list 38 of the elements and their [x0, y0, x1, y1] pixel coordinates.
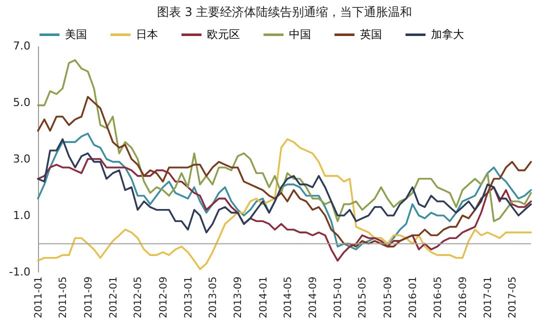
line-series	[37, 138, 532, 234]
x-tick-label: 2012-09	[158, 276, 170, 318]
x-tick-label: 2017-05	[508, 276, 519, 318]
legend-label: 欧元区	[207, 28, 240, 41]
legend-label: 日本	[136, 28, 158, 41]
legend-label: 加拿大	[431, 28, 464, 41]
x-tick-label: 2014-05	[282, 276, 294, 318]
line-series	[37, 138, 532, 270]
x-tick-label: 2013-05	[208, 276, 220, 318]
x-tick-label: 2011-09	[83, 276, 94, 318]
x-tick-label: 2011-01	[34, 276, 44, 318]
x-tick-label: 2014-01	[258, 276, 270, 318]
x-tick-label: 2016-01	[408, 276, 419, 318]
x-tick-label: 2015-05	[358, 276, 369, 318]
line-series	[37, 132, 532, 250]
x-tick-label: 2017-01	[483, 276, 494, 318]
x-tick-label: 2016-09	[458, 276, 470, 318]
x-tick-label: 2012-05	[133, 276, 144, 318]
line-series	[37, 59, 532, 222]
chart-title: 图表 3 主要经济体陆续告别通缩，当下通胀温和	[156, 5, 412, 19]
x-tick-label: 2016-05	[432, 276, 444, 318]
legend-label: 美国	[65, 28, 87, 41]
x-tick-label: 2015-01	[333, 276, 344, 318]
line-series	[37, 96, 532, 248]
y-tick-label: 7.0	[13, 40, 30, 52]
x-tick-label: 2011-05	[58, 276, 70, 318]
x-tick-label: 2014-09	[308, 276, 320, 318]
line-series	[37, 158, 532, 262]
y-tick-label: 5.0	[13, 96, 30, 109]
y-tick-label: 1.0	[13, 209, 30, 222]
y-tick-label: 3.0	[13, 152, 30, 166]
legend-label: 中国	[289, 28, 311, 41]
x-tick-label: 2013-09	[233, 276, 244, 318]
y-tick-label: -1.0	[9, 266, 30, 278]
x-tick-label: 2012-01	[108, 276, 120, 318]
x-tick-label: 2015-09	[382, 276, 394, 318]
legend-label: 英国	[360, 28, 382, 41]
x-tick-label: 2013-01	[183, 276, 194, 318]
